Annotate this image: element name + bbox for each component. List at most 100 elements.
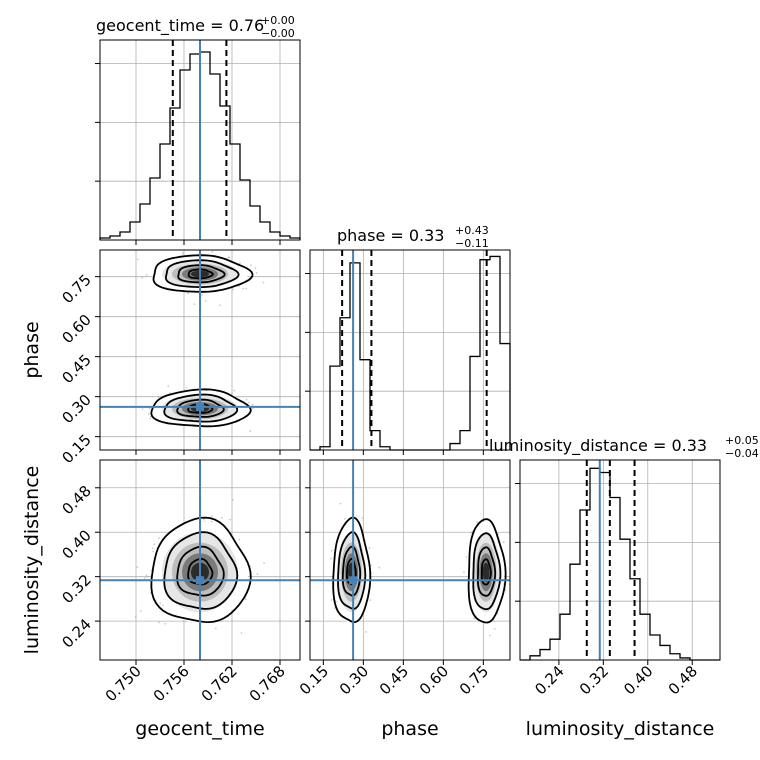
sample-point — [488, 634, 491, 637]
contour-geocent-time-luminosity-distance-0-3 — [187, 557, 214, 586]
x-tick-label-luminosity-distance-0: 0.24 — [531, 662, 567, 698]
truth-marker-phase-luminosity-distance — [349, 576, 358, 585]
histogram-geocent-time-panel — [95, 39, 301, 245]
y-axis-label-luminosity-distance: luminosity_distance — [21, 466, 43, 655]
y-tick-label-phase-0: 0.15 — [58, 431, 94, 467]
sample-point — [204, 300, 207, 302]
contour-phase-luminosity-distance-0-1 — [337, 531, 367, 610]
sample-point — [330, 549, 333, 552]
plot-area-phase-luminosity-distance — [310, 460, 514, 660]
sample-point — [343, 517, 346, 520]
y-axis-label-phase: phase — [21, 321, 43, 378]
sample-point — [145, 274, 148, 276]
sample-point — [134, 615, 137, 618]
sample-point — [152, 550, 155, 553]
histogram-luminosity-distance-panel: 0.24 0.32 0.40 0.48 — [515, 459, 721, 698]
title-phase-lower-error: −0.11 — [455, 237, 489, 250]
sample-point — [242, 287, 245, 290]
contour-geocent-time-phase-0-2 — [176, 398, 225, 418]
sample-point — [256, 573, 259, 575]
frame-geocent-time-phase — [99, 249, 301, 451]
sample-point — [149, 417, 152, 420]
sample-point — [492, 620, 495, 622]
sample-point — [254, 267, 257, 269]
sample-point — [512, 525, 514, 527]
x-tick-label-geocent-time-0: 0.750 — [102, 662, 145, 705]
sample-point — [141, 408, 144, 410]
x-tick-label-phase-4: 0.75 — [456, 662, 492, 698]
sample-point — [493, 627, 496, 630]
sample-point — [248, 401, 250, 404]
y-tick-label-phase-3: 0.60 — [58, 311, 94, 347]
frame-phase — [309, 249, 511, 451]
sample-point — [143, 577, 146, 580]
sample-point — [330, 557, 332, 560]
sample-point — [465, 555, 468, 558]
sample-point — [168, 392, 171, 394]
sample-point — [214, 627, 217, 630]
sample-point — [233, 389, 235, 392]
sample-point — [255, 272, 258, 274]
contour-phase-luminosity-distance-0-0 — [332, 516, 372, 624]
truth-marker-geocent-time-phase — [196, 402, 204, 411]
x-tick-label-geocent-time-1: 0.756 — [150, 662, 193, 705]
sample-point — [136, 258, 139, 261]
sample-point — [470, 532, 472, 535]
title-luminosity-distance-upper-error: +0.05 — [725, 434, 759, 447]
sample-point — [193, 303, 196, 306]
title-geocent-time-lower-error: −0.00 — [261, 27, 295, 40]
histogram-phase-panel — [305, 249, 511, 455]
sample-point — [368, 546, 371, 549]
histogram-step-luminosity-distance — [520, 467, 720, 661]
x-tick-label-geocent-time-2: 0.762 — [198, 662, 241, 705]
histogram-step-phase — [310, 255, 511, 451]
frame-phase-luminosity-distance — [309, 459, 511, 661]
sample-point — [185, 386, 188, 389]
sample-point — [251, 407, 254, 410]
sample-point — [139, 610, 142, 613]
x-tick-label-phase-1: 0.30 — [336, 662, 372, 698]
sample-point — [263, 562, 265, 565]
sample-point — [201, 294, 203, 296]
contour-phase-luminosity-distance-1-3 — [480, 558, 492, 586]
sample-point — [473, 617, 475, 620]
contour-phase-luminosity-distance-0-2 — [341, 545, 362, 597]
sample-point — [231, 392, 233, 395]
plot-area-geocent-time-phase — [100, 250, 300, 450]
sample-point — [158, 621, 161, 624]
contour-geocent-time-phase-1-1 — [164, 259, 240, 288]
title-phase: phase = 0.33 — [337, 226, 444, 245]
frame-geocent-time-luminosity-distance — [99, 459, 301, 661]
contour-geocent-time-phase-0-0 — [150, 388, 252, 428]
contour-geocent-time-phase-0-1 — [163, 393, 239, 423]
sample-point — [148, 407, 151, 410]
truth-marker-geocent-time-luminosity-distance — [196, 576, 204, 585]
plot-area-geocent-time-luminosity-distance — [100, 460, 300, 660]
x-axis-label-phase: phase — [381, 718, 438, 740]
sample-point — [240, 632, 243, 634]
sample-point — [244, 598, 247, 600]
frame-luminosity-distance — [519, 459, 721, 661]
sample-point — [141, 277, 144, 279]
panel-geocent-time-vs-phase: 0.15 0.30 0.45 0.60 0.75 — [58, 249, 301, 467]
axis-labels: geocent_time phase luminosity_distance p… — [21, 321, 714, 740]
sample-point — [463, 571, 465, 574]
x-tick-label-luminosity-distance-1: 0.32 — [576, 662, 612, 698]
sample-point — [250, 264, 252, 267]
sample-point — [159, 602, 162, 605]
sample-point — [211, 250, 214, 253]
sample-point — [361, 517, 364, 520]
sample-point — [339, 502, 342, 505]
sample-point — [153, 543, 156, 546]
sample-point — [251, 404, 254, 406]
y-tick-label-luminosity-distance-0: 0.24 — [58, 615, 94, 651]
x-tick-label-phase-2: 0.45 — [376, 662, 412, 698]
panel-phase-vs-luminosity-distance: 0.15 0.30 0.45 0.60 0.75 — [296, 459, 514, 698]
sample-point — [249, 430, 252, 432]
y-tick-label-luminosity-distance-1: 0.32 — [58, 571, 94, 607]
sample-point — [330, 598, 333, 601]
x-tick-label-geocent-time-3: 0.768 — [246, 662, 289, 705]
sample-point — [262, 281, 265, 284]
sample-point — [219, 304, 221, 307]
